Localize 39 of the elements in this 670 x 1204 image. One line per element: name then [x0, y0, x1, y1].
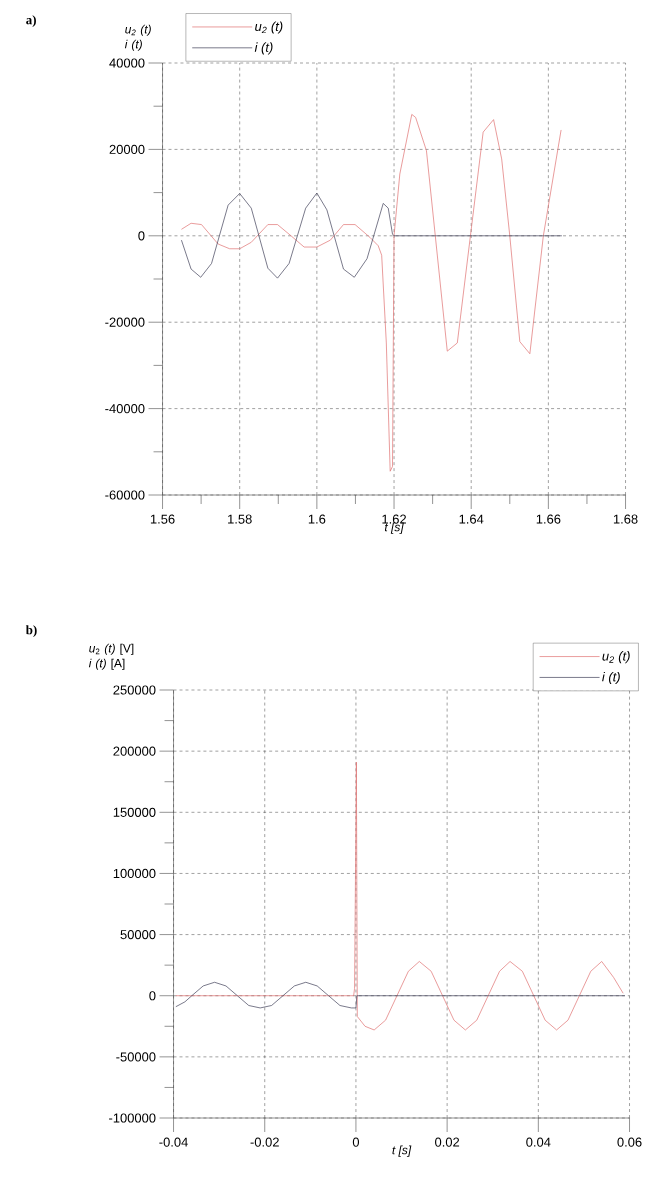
x-axis-title: t [s]	[392, 1145, 412, 1157]
x-tick-label: 0.04	[526, 1137, 551, 1147]
y-tick-label: -50000	[116, 1052, 156, 1062]
line-series	[181, 114, 562, 472]
y-tick-label: 250000	[113, 685, 156, 695]
y-tick-label: 50000	[120, 929, 156, 940]
y-tick-label: 100000	[114, 868, 156, 879]
y-tick-label: -40000	[105, 404, 145, 414]
text: u$_{2}$ (t) [V] i (t) [A]	[89, 643, 134, 670]
x-tick-label: 1.64	[459, 514, 484, 524]
x-tick-label: 0.02	[435, 1137, 460, 1147]
y-tick-label: -60000	[105, 490, 145, 500]
text: a)	[26, 15, 37, 27]
text: b)	[26, 625, 37, 637]
x-tick-label: -0.04	[159, 1137, 189, 1147]
y-tick-label: -20000	[105, 317, 145, 327]
line-series	[175, 981, 626, 1009]
y-tick-label: 40000	[109, 58, 145, 68]
x-tick-label: 1.58	[228, 514, 252, 524]
x-tick-label: 1.66	[536, 514, 561, 524]
x-tick-label: 1.6	[309, 514, 326, 524]
y-axis-title: u$_{2}$ (t) i (t)	[125, 24, 152, 51]
line-series	[181, 192, 563, 279]
y-tick-label: 200000	[113, 746, 156, 756]
x-tick-label: 0	[353, 1137, 360, 1147]
legend-label: u$_{2}$ (t)	[602, 651, 630, 664]
y-tick-label: -100000	[109, 1113, 156, 1123]
x-tick-label: -0.02	[250, 1137, 280, 1147]
x-tick-label: 1.56	[151, 514, 175, 524]
y-tick-label: 150000	[114, 807, 156, 817]
legend-label: i (t)	[602, 671, 621, 685]
x-tick-label: 1.68	[614, 514, 638, 524]
y-tick-label: 0	[149, 991, 156, 1001]
legend-label: i (t)	[255, 42, 273, 55]
y-tick-label: 20000	[109, 144, 145, 154]
y-tick-label: 0	[138, 231, 145, 241]
x-tick-label: 0.06	[617, 1137, 642, 1147]
x-tick-label: 1.62	[382, 514, 407, 524]
legend-label: u$_{2}$ (t)	[255, 21, 283, 34]
